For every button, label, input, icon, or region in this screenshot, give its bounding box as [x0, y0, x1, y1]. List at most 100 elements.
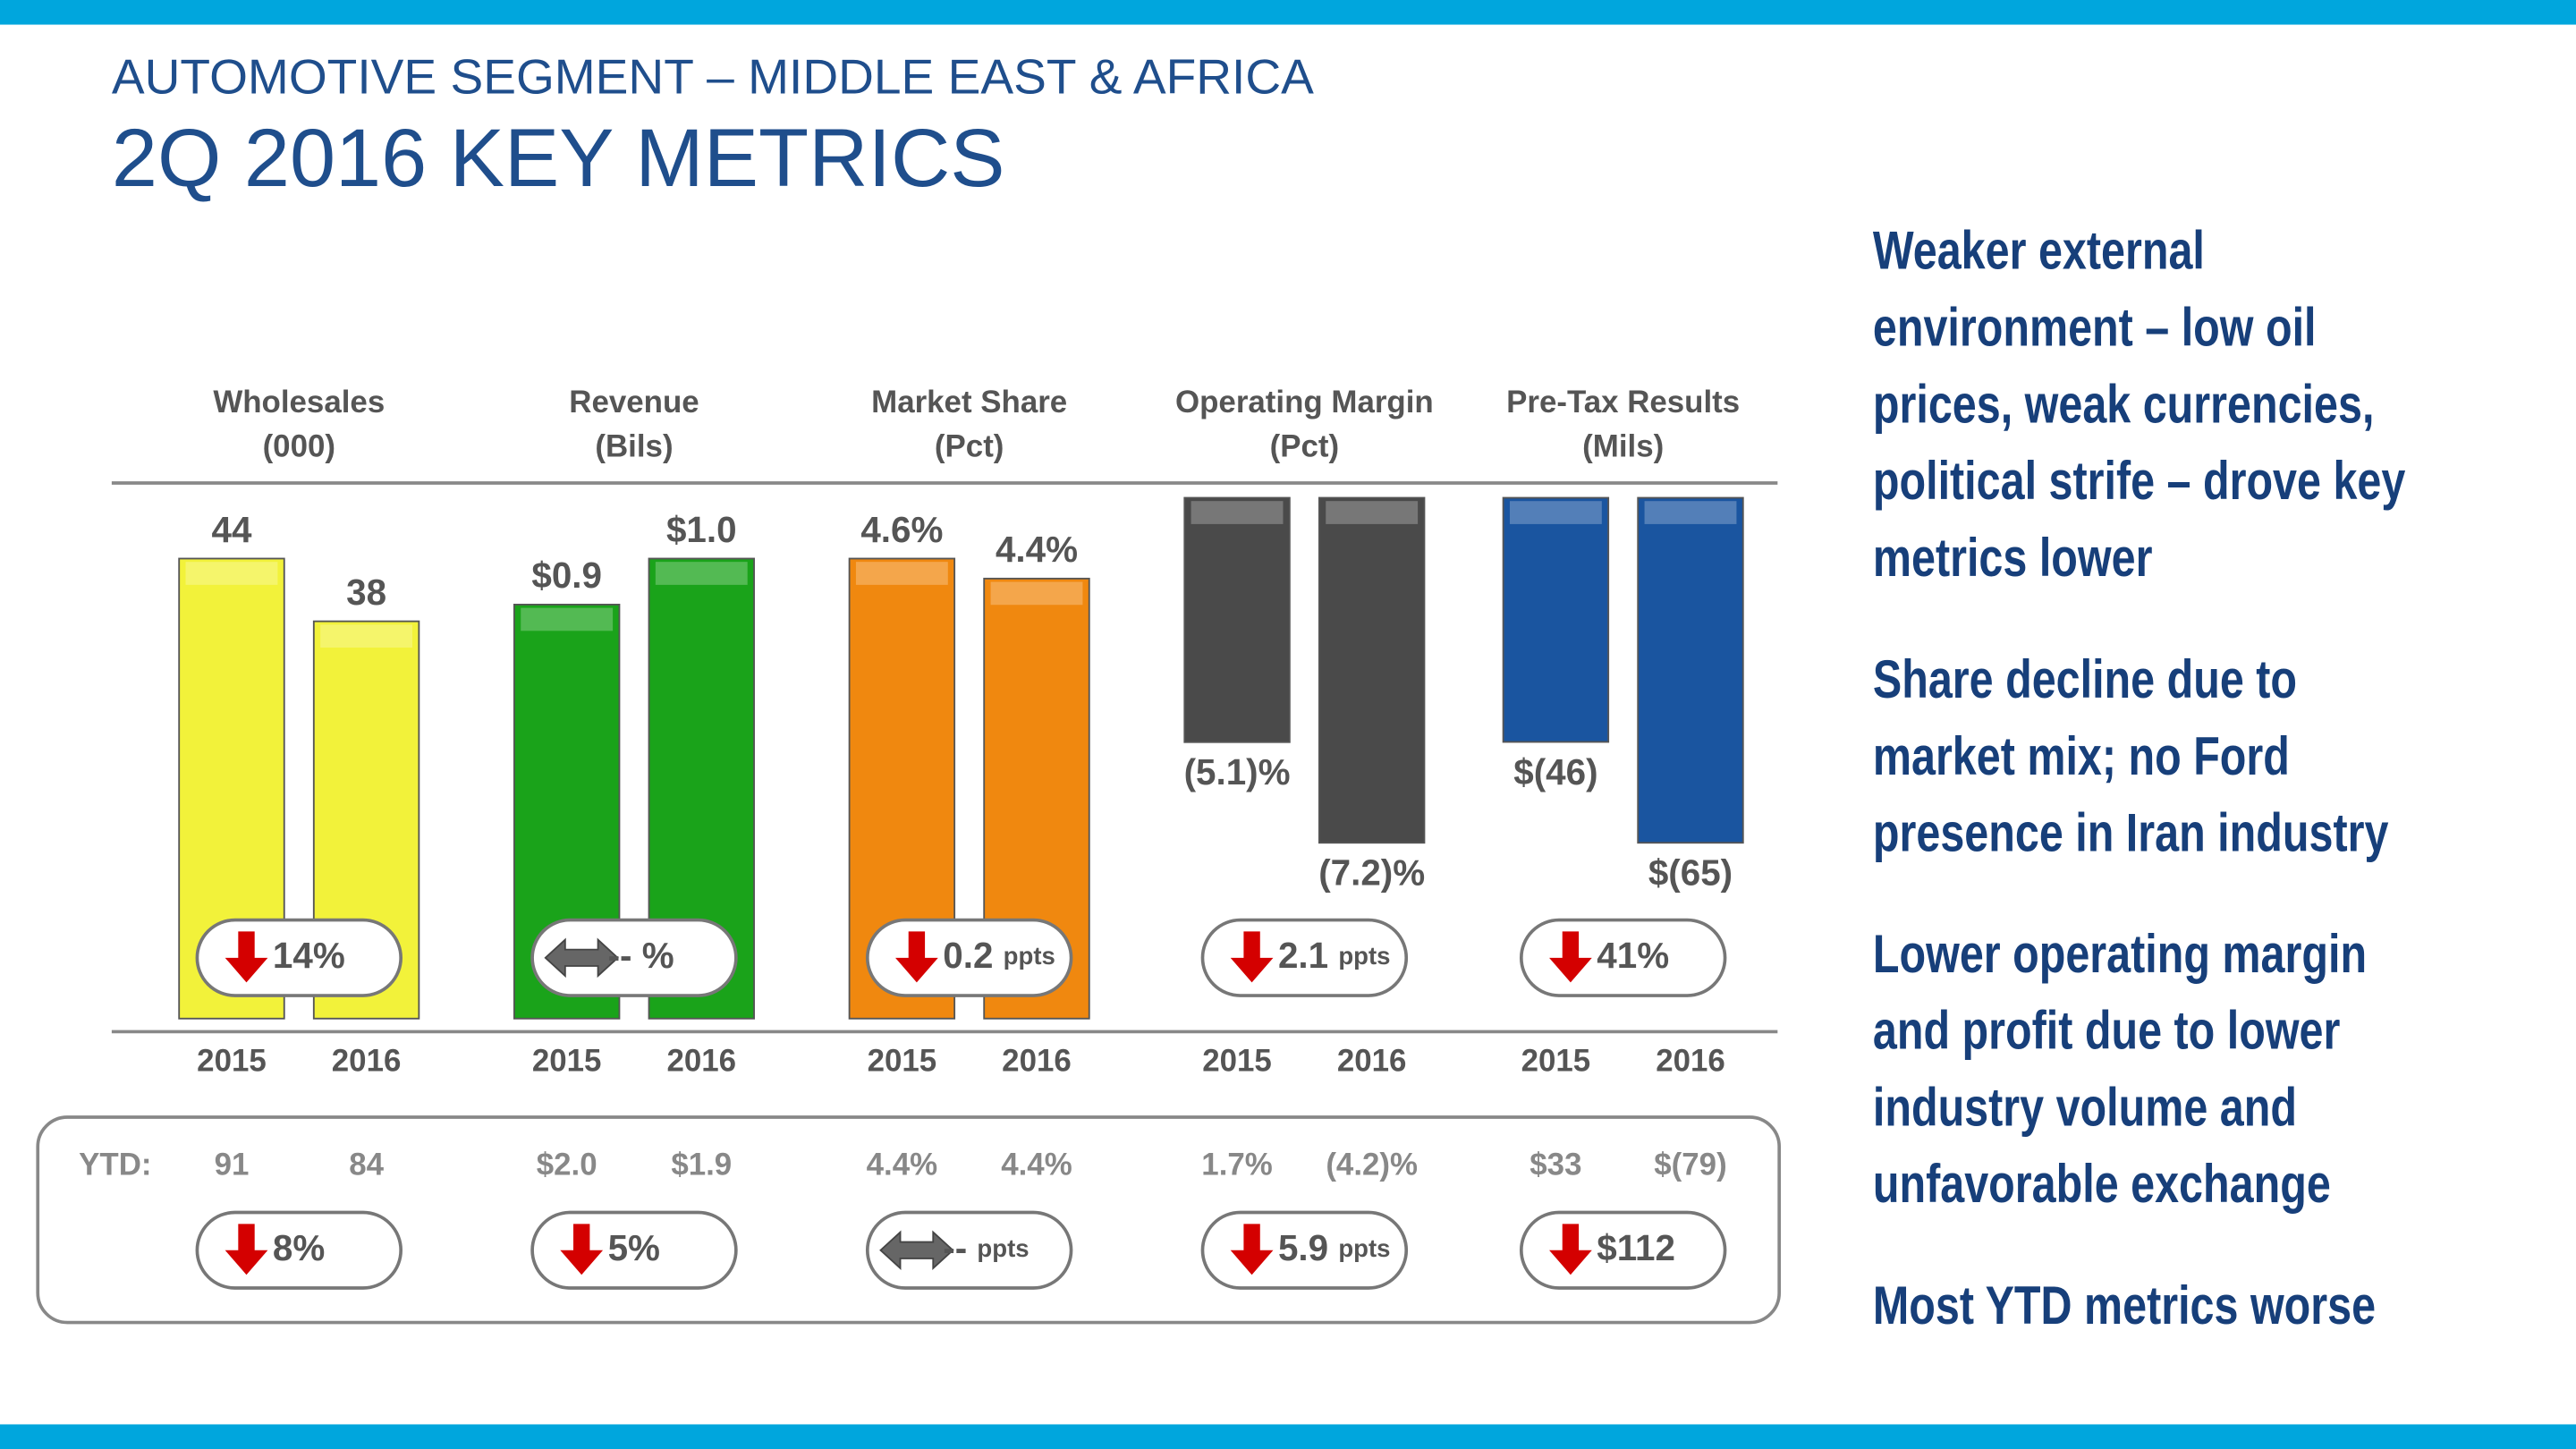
bullet-line: Weaker external: [1873, 219, 2205, 280]
change-unit: ppts: [1004, 942, 1055, 970]
down-arrow: [1549, 1224, 1592, 1275]
change-text: 41%: [1597, 934, 1669, 975]
change-badge: [530, 918, 738, 997]
value-label: 44: [212, 509, 252, 550]
bullet-line: presence in Iran industry: [1873, 801, 2389, 862]
bullet-line: unfavorable exchange: [1873, 1153, 2331, 1214]
bar-shine: [990, 581, 1083, 606]
chart-title: Operating Margin: [1175, 385, 1434, 419]
change-value: -- %: [608, 934, 674, 975]
change-text: 2.1 ppts: [1278, 934, 1391, 975]
change-value: 41%: [1597, 934, 1669, 975]
change-value: $112: [1597, 1226, 1675, 1267]
slide-title: AUTOMOTIVE SEGMENT – MIDDLE EAST & AFRIC…: [112, 49, 1314, 105]
bullet-line: and profit due to lower: [1873, 999, 2340, 1060]
change-value: 0.2: [943, 934, 993, 975]
change-text: 5.9 ppts: [1278, 1226, 1391, 1267]
down-arrow: [560, 1224, 604, 1275]
bar: [1637, 496, 1744, 844]
change-value: 8%: [273, 1226, 325, 1267]
chart-title: Pre-Tax Results: [1506, 385, 1740, 419]
change-text: 5%: [608, 1226, 660, 1267]
x-tick-label: 2015: [197, 1044, 267, 1079]
bullet-line: Share decline due to: [1873, 648, 2297, 709]
ytd-value: 4.4%: [867, 1147, 937, 1182]
ytd-label: YTD:: [79, 1147, 151, 1182]
bullet-line: prices, weak currencies,: [1873, 373, 2375, 434]
value-label: (7.2)%: [1318, 852, 1425, 894]
down-arrow: [1230, 931, 1274, 983]
change-text: 14%: [273, 934, 345, 975]
value-label: $(46): [1513, 751, 1597, 792]
chart-subtitle: (Mils): [1582, 429, 1664, 464]
down-arrow: [1549, 931, 1592, 983]
bar-shine: [1191, 501, 1284, 524]
change-value: 5.9: [1278, 1226, 1328, 1267]
chart-title: Market Share: [871, 385, 1067, 419]
ytd-value: 91: [215, 1147, 250, 1182]
chart-subtitle: (000): [263, 429, 335, 464]
change-text: $112: [1597, 1226, 1675, 1267]
x-tick-label: 2016: [1656, 1044, 1725, 1079]
value-label: $1.0: [666, 509, 737, 550]
top-band: [0, 0, 2576, 25]
ytd-value: (4.2)%: [1326, 1147, 1418, 1182]
bullet-line: industry volume and: [1873, 1076, 2297, 1137]
ytd-value: $1.9: [671, 1147, 732, 1182]
bullet-line: market mix; no Ford: [1873, 725, 2290, 786]
bar-shine: [1644, 501, 1737, 524]
flat-arrow: [879, 1230, 954, 1271]
bullet-line: environment – low oil: [1873, 296, 2317, 357]
ytd-box: [36, 1115, 1782, 1325]
down-arrow: [225, 931, 268, 983]
chart-title: Wholesales: [213, 385, 385, 419]
flat-arrow: [544, 937, 619, 979]
chart-subtitle: (Bils): [595, 429, 673, 464]
bullet-line: metrics lower: [1873, 527, 2153, 588]
bullet-line: Most YTD metrics worse: [1873, 1275, 2376, 1335]
bar: [1318, 496, 1426, 844]
ytd-value: 4.4%: [1001, 1147, 1072, 1182]
down-arrow: [895, 931, 938, 983]
x-tick-label: 2015: [868, 1044, 937, 1079]
x-tick-label: 2016: [1002, 1044, 1072, 1079]
chart-subtitle: (Pct): [1270, 429, 1340, 464]
bar: [1502, 496, 1610, 743]
x-tick-label: 2016: [666, 1044, 736, 1079]
ytd-value: 1.7%: [1201, 1147, 1273, 1182]
change-value: 14%: [273, 934, 345, 975]
change-unit: ppts: [1338, 942, 1390, 970]
change-value: 2.1: [1278, 934, 1328, 975]
value-label: 38: [346, 572, 386, 613]
value-label: (5.1)%: [1184, 751, 1291, 792]
bullet-line: political strife – drove key: [1873, 450, 2406, 511]
x-tick-label: 2015: [1521, 1044, 1591, 1079]
change-text: 8%: [273, 1226, 325, 1267]
bar-shine: [1326, 501, 1419, 524]
bar-shine: [655, 562, 748, 585]
bar: [1183, 496, 1291, 743]
chart-title: Revenue: [569, 385, 699, 419]
ytd-value: $2.0: [537, 1147, 597, 1182]
bullets: Weaker external environment – low oil pric…: [1873, 219, 2406, 1335]
bar-shine: [1509, 501, 1602, 524]
x-tick-label: 2016: [332, 1044, 402, 1079]
change-unit: ppts: [977, 1234, 1029, 1262]
change-unit: ppts: [1338, 1234, 1390, 1262]
slide-subtitle: 2Q 2016 KEY METRICS: [112, 113, 1005, 204]
value-label: $(65): [1648, 852, 1733, 894]
ytd-value: 84: [349, 1147, 384, 1182]
x-tick-label: 2015: [1202, 1044, 1272, 1079]
change-badge: [865, 1210, 1073, 1290]
bar-shine: [521, 607, 614, 631]
ytd-value: $33: [1530, 1147, 1581, 1182]
bar-shine: [185, 562, 278, 585]
change-text: 0.2 ppts: [943, 934, 1055, 975]
change-text: -- %: [608, 934, 674, 975]
change-value: --: [943, 1226, 967, 1267]
x-tick-label: 2015: [532, 1044, 602, 1079]
bar-shine: [855, 562, 948, 585]
change-text: -- ppts: [943, 1226, 1029, 1267]
